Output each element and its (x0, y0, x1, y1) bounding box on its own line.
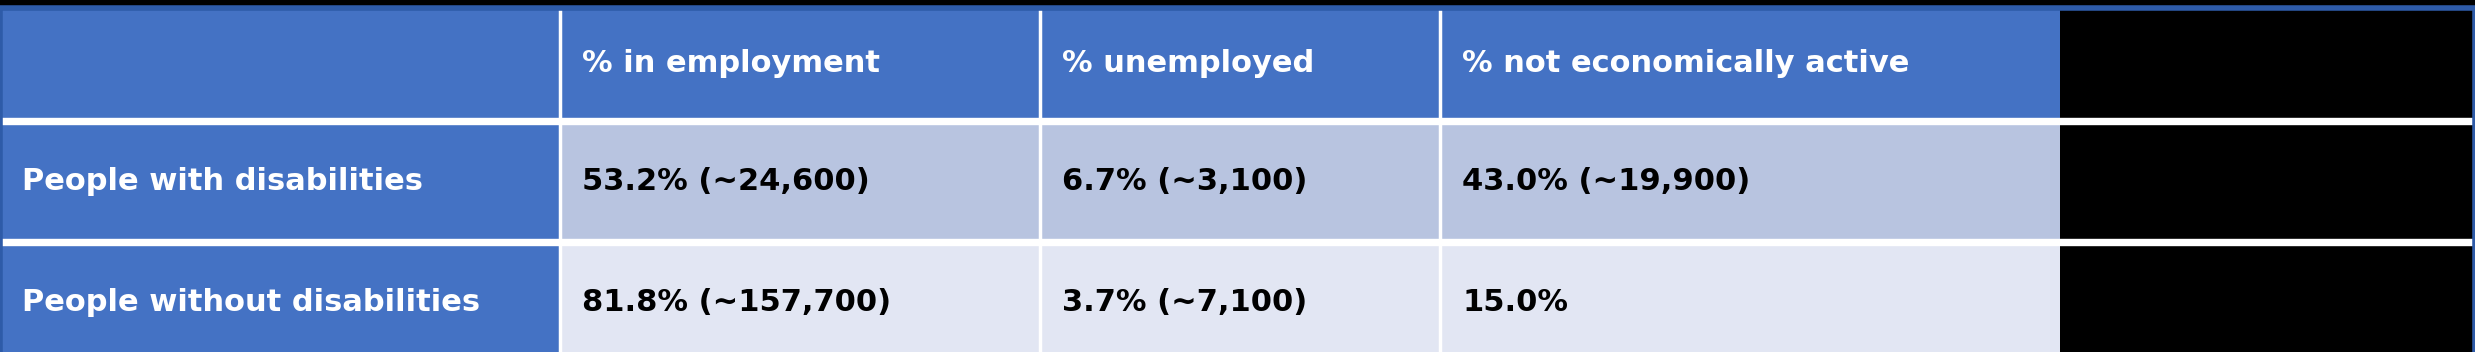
Bar (559, 8, 1040, 118)
Text: 43.0% (~19,900): 43.0% (~19,900) (1463, 167, 1750, 196)
Bar (0, 239, 2475, 245)
Text: 81.8% (~157,700): 81.8% (~157,700) (582, 288, 891, 317)
Bar (1040, 124, 1440, 239)
Bar (0, 245, 559, 352)
Text: People with disabilities: People with disabilities (22, 167, 423, 196)
Bar (1440, 124, 2059, 239)
Text: % in employment: % in employment (582, 49, 881, 77)
Bar (0, 8, 559, 118)
Bar (0, 124, 559, 239)
Bar (1040, 245, 1440, 352)
Bar (1040, 8, 1440, 118)
Text: 6.7% (~3,100): 6.7% (~3,100) (1062, 167, 1307, 196)
Bar (1440, 245, 2059, 352)
Text: People without disabilities: People without disabilities (22, 288, 480, 317)
Bar (1440, 8, 2059, 118)
Text: 3.7% (~7,100): 3.7% (~7,100) (1062, 288, 1307, 317)
Text: % unemployed: % unemployed (1062, 49, 1314, 77)
Text: 53.2% (~24,600): 53.2% (~24,600) (582, 167, 869, 196)
Bar (559, 245, 1040, 352)
Bar (0, 118, 2475, 124)
Bar (559, 124, 1040, 239)
Text: % not economically active: % not economically active (1463, 49, 1908, 77)
Text: 15.0%: 15.0% (1463, 288, 1569, 317)
